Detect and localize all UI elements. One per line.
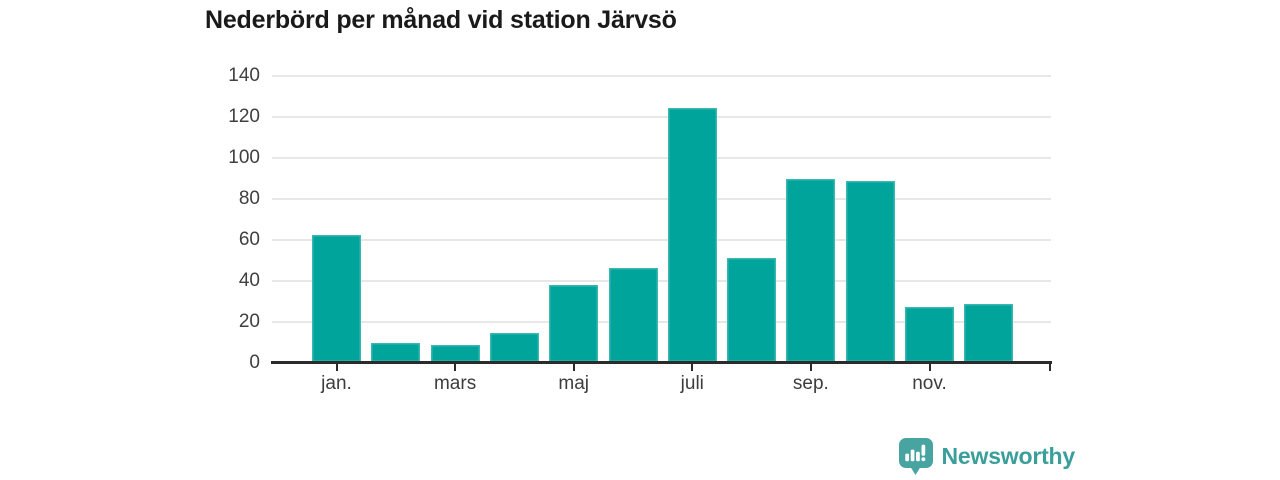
bar-mars [430, 345, 480, 363]
x-axis-line [271, 361, 1052, 364]
x-axis-tick-label: mars [433, 373, 477, 394]
bar-dec [964, 304, 1014, 363]
gridline-y-20 [272, 320, 1051, 323]
y-axis-tick-label: 120 [228, 105, 260, 127]
y-axis-tick-label: 100 [228, 146, 260, 168]
x-axis-tick-label: maj [558, 373, 589, 394]
x-axis-tick-label: nov. [912, 373, 947, 394]
bar-juni [608, 268, 658, 363]
x-axis-tick-mark [809, 364, 812, 371]
bar-sep [786, 179, 836, 363]
x-axis-tick-label: jan. [321, 373, 352, 394]
x-axis-tick-mark [691, 364, 694, 371]
bar-aug [727, 257, 777, 363]
x-axis-end-tick [1049, 364, 1051, 371]
bar-juli [667, 108, 717, 363]
gridline-y-80 [272, 197, 1051, 200]
bar-maj [549, 284, 599, 363]
y-axis-tick-label: 80 [238, 187, 260, 209]
gridline-y-140 [272, 74, 1051, 77]
y-axis-tick-label: 0 [249, 351, 260, 373]
x-axis-tick-label: juli [680, 373, 704, 394]
y-axis-tick-label: 20 [238, 310, 260, 332]
x-axis-tick-mark [572, 364, 575, 371]
chart-title: Nederbörd per månad vid station Järvsö [205, 6, 677, 34]
bar-jan [312, 235, 361, 363]
x-axis-tick-mark [454, 364, 457, 371]
brand-name-label: Newsworthy [941, 443, 1076, 469]
y-axis-tick-label: 60 [238, 228, 260, 250]
x-axis-tick-mark [928, 364, 931, 371]
bar-apr [489, 332, 539, 363]
y-axis-tick-label: 140 [228, 64, 260, 86]
gridline-y-120 [272, 115, 1051, 118]
bar-feb [371, 343, 421, 363]
bar-chart-plot-area: 0 20 40 60 80 100 120 140 jan. mars maj juli sep. nov… [228, 64, 1052, 394]
x-axis-tick-label: sep. [792, 373, 829, 394]
x-axis-tick-mark [335, 364, 338, 371]
newsworthy-logo[interactable]: Newsworthy [898, 438, 1076, 475]
y-axis-tick-label: 40 [238, 269, 260, 291]
bar-chart-speech-bubble-icon [898, 438, 933, 475]
gridline-y-60 [272, 238, 1051, 241]
bar-nov [905, 307, 954, 363]
gridline-y-40 [272, 279, 1051, 282]
gridline-y-100 [272, 156, 1051, 159]
bar-okt [845, 181, 895, 363]
